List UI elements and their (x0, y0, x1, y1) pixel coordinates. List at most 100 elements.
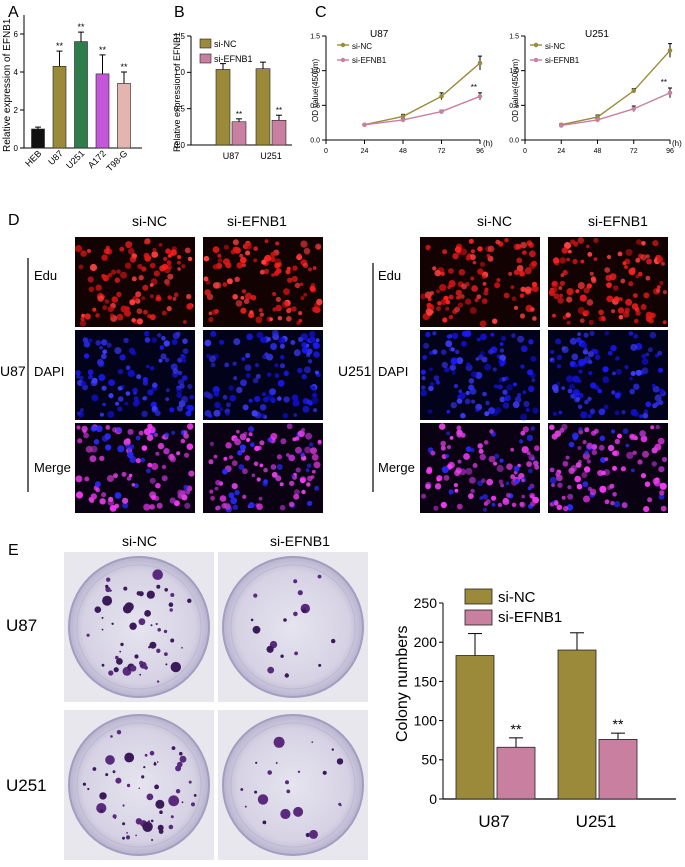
panel-d-cell-nucleus (643, 506, 650, 513)
panel-d-tile-u251-si-efnb1-edu (548, 237, 668, 327)
chart-b-significance: ** (276, 106, 282, 115)
panel-d-cell-nucleus (436, 289, 440, 294)
panel-d-cell-nucleus (493, 384, 498, 389)
panel-d-cell-nucleus (465, 255, 471, 261)
panel-d-cell-nucleus (610, 501, 615, 506)
panel-d-cell-nucleus (479, 261, 486, 267)
panel-d-cell-nucleus (528, 385, 535, 392)
panel-d-cell-nucleus (117, 406, 123, 412)
panel-d-cell-nucleus (622, 428, 629, 435)
panel-d-cell-nucleus (529, 250, 536, 258)
panel-d-cell-nucleus (468, 238, 474, 244)
panel-d-cell-nucleus (531, 260, 538, 267)
panel-e-colony (284, 673, 289, 678)
panel-d-cell-nucleus (95, 340, 101, 346)
panel-d-cell-nucleus (572, 258, 578, 265)
panel-d-cell-nucleus (155, 482, 161, 489)
panel-d-cell-nucleus (181, 494, 188, 501)
chart-a-y-tick-label: 0 (14, 144, 19, 153)
panel-d-cell-nucleus (599, 485, 607, 493)
panel-d-cell-nucleus (471, 371, 477, 378)
panel-d-cell-nucleus (641, 241, 646, 246)
panel-d-cell-nucleus (559, 280, 566, 286)
panel-d-cell-nucleus (460, 412, 466, 419)
panel-d-cell-nucleus (572, 389, 580, 397)
panel-d-cell-nucleus (429, 290, 435, 296)
panel-d-cell-nucleus (589, 271, 594, 276)
panel-d-cell-nucleus (99, 455, 105, 462)
panel-d-cell-nucleus (559, 257, 566, 264)
panel-d-cell-nucleus (251, 410, 258, 417)
panel-d-cell-nucleus (271, 471, 278, 478)
panel-d-cell-nucleus (116, 313, 124, 321)
panel-d-cell-nucleus (283, 288, 290, 295)
panel-d-cell-nucleus (292, 265, 298, 271)
panel-d-cell-nucleus (239, 253, 244, 258)
panel-d-cell-nucleus (167, 273, 174, 280)
chart-c-u87: U87 OD value(450nm) (h) si-NC si-EFNB1 0… (310, 29, 493, 155)
panel-d-cell-nucleus (74, 245, 83, 253)
panel-d-cell-nucleus (450, 357, 458, 365)
panel-d-cell-nucleus (260, 336, 267, 343)
panel-e-colony (151, 838, 154, 842)
panel-e-dish-u251-sinc (64, 710, 214, 860)
panel-d-cell-nucleus (531, 378, 536, 383)
panel-d-cell-nucleus (640, 304, 647, 310)
panel-d-cell-nucleus (483, 440, 489, 445)
panel-d-cell-nucleus (580, 411, 588, 419)
panel-d-cell-nucleus (286, 316, 292, 322)
panel-e-colony (309, 829, 318, 839)
chart-c-u251-point-si-efnb1 (595, 117, 600, 123)
panel-d-cell-nucleus (90, 379, 98, 387)
chart-c-u251-legend-sinc: si-NC (545, 42, 565, 51)
panel-d-cell-nucleus (256, 503, 263, 511)
panel-e-colony (155, 622, 158, 626)
panel-d-cell-nucleus (465, 467, 473, 475)
panel-d-cell-nucleus (211, 309, 218, 316)
panel-d-cell-nucleus (486, 478, 494, 486)
panel-d-cell-nucleus (496, 464, 504, 473)
panel-d-cell-nucleus (91, 394, 99, 402)
panel-d-cell-nucleus (204, 339, 212, 347)
panel-e-colony (168, 602, 174, 607)
panel-d-cell-nucleus (576, 483, 583, 490)
panel-e-colony (92, 767, 97, 771)
panel-d-cell-nucleus (222, 282, 228, 287)
panel-d-cell-nucleus (586, 459, 591, 464)
panel-d-cell-nucleus (177, 255, 182, 259)
chart-e-legend-swatch-sinc (464, 588, 493, 605)
panel-d-cell-nucleus (206, 353, 211, 359)
panel-d-cell-nucleus (274, 373, 280, 378)
panel-d-cell-nucleus (125, 391, 131, 396)
panel-d-cell-nucleus (83, 353, 90, 359)
chart-c-u87-x-tick-label: 96 (476, 148, 484, 155)
panel-d-cell-nucleus (456, 425, 462, 431)
panel-d-cell-nucleus (421, 376, 426, 381)
panel-d-cell-nucleus (635, 369, 642, 376)
panel-d-cell-nucleus (659, 490, 665, 496)
panel-d-cell-nucleus (511, 333, 516, 338)
panel-d-cell-nucleus (184, 247, 191, 254)
panel-d-cell-nucleus (628, 281, 634, 287)
panel-d-cell-nucleus (187, 256, 193, 262)
panel-e-colony (126, 783, 131, 788)
panel-d-cell-nucleus (295, 446, 302, 454)
panel-d-cell-nucleus (565, 455, 570, 460)
panel-d-cell-nucleus (231, 460, 238, 467)
panel-d-cell-nucleus (151, 462, 159, 471)
panel-d-cell-nucleus (213, 454, 218, 459)
panel-e-colony (297, 770, 301, 773)
panel-e-colony (142, 821, 153, 832)
panel-d-cell-nucleus (604, 267, 611, 273)
panel-d-cell-nucleus (261, 259, 267, 265)
panel-d-cell-nucleus (622, 311, 630, 318)
chart-e-x-tick-label: U87 (478, 812, 509, 831)
panel-d-cell-nucleus (232, 239, 239, 246)
panel-d-cell-nucleus (105, 425, 111, 430)
panel-d-cell-nucleus (504, 394, 511, 402)
panel-d-cell-nucleus (440, 501, 447, 509)
panel-d-cell-nucleus (274, 262, 280, 269)
panel-d-cell-nucleus (562, 269, 568, 276)
panel-d-cell-nucleus (84, 476, 90, 482)
panel-e-colony (135, 818, 143, 825)
